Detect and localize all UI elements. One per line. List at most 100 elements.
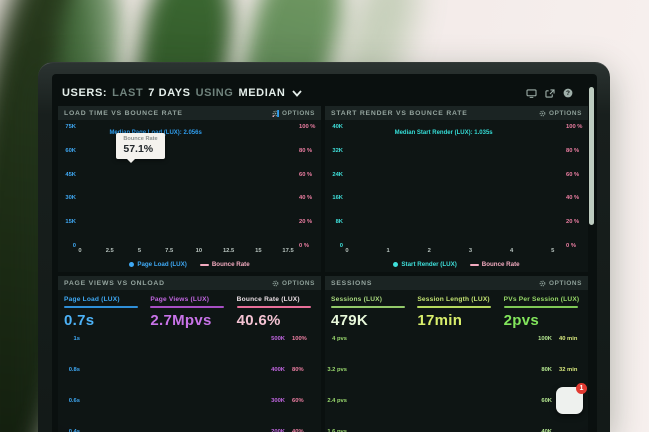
legend-item[interactable]: Bounce Rate: [199, 261, 250, 268]
axis-tick: 45K: [65, 171, 76, 178]
title-segment: USERS:: [62, 87, 108, 99]
legend-item[interactable]: Start Render (LUX): [393, 261, 457, 268]
legend-item[interactable]: Page Load (LUX): [129, 261, 187, 268]
legend-label: Bounce Rate: [211, 261, 250, 268]
chart-plot[interactable]: Median Page Load (LUX): 2.056s Bounce Ra…: [80, 127, 294, 246]
y-axis-right: 100 % 80 % 60 % 40 % 20 % 0 %: [561, 124, 588, 249]
axis-tick: 2.4 pvs: [327, 398, 347, 404]
panel-title: SESSIONS: [331, 279, 373, 287]
stat-underline: [503, 306, 578, 308]
axis-tick: 60 %: [566, 171, 580, 178]
chevron-down-icon: [292, 89, 303, 97]
panel-start-render: START RENDER VS BOUNCE RATE OPTIONS 40K 3…: [325, 106, 588, 272]
stat-underline: [64, 306, 138, 308]
axis-tick-pair: 80K 32 min: [541, 367, 578, 373]
axis-tick: 1: [386, 248, 390, 254]
axis-tick: 0: [345, 248, 349, 254]
axis-tick: 0: [78, 248, 82, 254]
chart-legend: Start Render (LUX) Bounce Rate: [325, 257, 588, 272]
x-axis: 0 1 2 3 4 5: [345, 248, 561, 257]
chart-plot[interactable]: [85, 339, 267, 432]
stat-value: 0.7s: [64, 312, 95, 329]
stats-row: Page Load (LUX) 0.7s Page Views (LUX) 2.7Mp…: [58, 290, 321, 336]
axis-tick-pair: 100K 40 min: [538, 336, 578, 342]
scrollbar[interactable]: [589, 87, 594, 225]
axis-tick-pair: 400K 80%: [271, 367, 304, 373]
axis-tick: 80 %: [566, 147, 580, 154]
axis-tick: 4: [509, 248, 514, 254]
axis-tick: 2: [427, 248, 431, 254]
stat-sessions-lux-: Sessions (LUX) 479K: [331, 296, 411, 336]
axis-tick: 3.2 pvs: [327, 367, 347, 373]
axis-tick: 40 %: [566, 195, 580, 202]
panel-title: LOAD TIME VS BOUNCE RATE: [64, 109, 183, 117]
axis-tick: 8K: [335, 219, 343, 226]
stat-label: Session Length (LUX): [417, 296, 490, 303]
axis-tick-pair: 500K 100%: [271, 336, 307, 342]
chat-widget-button[interactable]: 1: [556, 383, 587, 414]
axis-tick: 5: [551, 248, 555, 254]
axis-tick: 40K: [332, 124, 343, 130]
stat-label: PVs Per Session (LUX): [503, 296, 580, 303]
gear-icon: [272, 109, 280, 117]
axis-tick: 2.5: [105, 248, 114, 254]
axis-tick: 16K: [332, 195, 343, 202]
stat-underline: [236, 306, 311, 308]
gear-icon: [272, 280, 279, 286]
legend-line-swatch: [199, 263, 209, 266]
stat-label: Page Load (LUX): [64, 296, 120, 303]
stat-value: 40.6%: [236, 312, 281, 329]
legend-dot-swatch: [393, 262, 399, 267]
dashboard-screen: USERS: LAST 7 DAYS USING MEDIAN ?: [52, 74, 597, 432]
axis-tick: 0: [72, 243, 76, 249]
help-icon[interactable]: ?: [563, 88, 573, 98]
display-icon[interactable]: [526, 88, 537, 98]
x-axis: 0 2.5 5 7.5 10 12.5 15 17.5: [78, 248, 294, 257]
stat-label: Page Views (LUX): [150, 296, 210, 303]
axis-tick: 3: [468, 248, 473, 254]
stat-value: 479K: [331, 312, 369, 329]
axis-tick: 30K: [65, 195, 76, 202]
legend-item[interactable]: Bounce Rate: [469, 261, 520, 268]
stat-underline: [150, 306, 225, 308]
stat-value: 2pvs: [503, 312, 540, 329]
stat-value: 2.7Mpvs: [150, 312, 212, 329]
title-segment: LAST: [112, 87, 144, 99]
options-button[interactable]: OPTIONS: [539, 110, 582, 117]
axis-tick: 17.5: [282, 248, 294, 254]
laptop: USERS: LAST 7 DAYS USING MEDIAN ?: [38, 62, 610, 432]
axis-tick: 15K: [65, 219, 76, 226]
share-icon[interactable]: [545, 88, 555, 98]
legend-label: Start Render (LUX): [401, 261, 457, 268]
svg-text:?: ?: [566, 90, 570, 97]
axis-tick-pair: 40K: [541, 429, 552, 432]
panel-page-views: PAGE VIEWS VS ONLOAD OPTIONS Page Load (…: [58, 276, 321, 432]
stat-bounce-rate-lux-: Bounce Rate (LUX) 40.6%: [236, 296, 317, 336]
title-segment: 7 DAYS: [148, 87, 191, 99]
title-segment: USING: [195, 87, 234, 99]
options-button[interactable]: OPTIONS: [272, 109, 315, 117]
legend-label: Page Load (LUX): [137, 261, 187, 268]
legend-label: Bounce Rate: [481, 261, 520, 268]
y-axis-left: 75K 60K 45K 30K 15K 0: [58, 124, 80, 249]
chart-plot[interactable]: Median Start Render (LUX): 1.035s: [347, 127, 561, 246]
options-button[interactable]: OPTIONS: [272, 280, 315, 287]
axis-tick: 12.5: [222, 248, 235, 254]
axis-tick: 0: [339, 243, 343, 249]
stat-page-views-lux-: Page Views (LUX) 2.7Mpvs: [150, 296, 230, 336]
stat-pvs-per-session-lux-: PVs Per Session (LUX) 2pvs: [503, 296, 584, 336]
chart-tooltip: Bounce Rate 57.1%: [116, 132, 165, 163]
options-button[interactable]: OPTIONS: [539, 280, 582, 287]
stat-label: Sessions (LUX): [331, 296, 383, 303]
axis-tick: 15: [255, 248, 262, 254]
axis-tick: 100 %: [299, 124, 316, 130]
y-axis-left: 1s 0.8s 0.6s 0.4s: [58, 336, 85, 432]
axis-tick: 7.5: [165, 248, 174, 254]
stat-page-load-lux-: Page Load (LUX) 0.7s: [64, 296, 144, 336]
chart-plot[interactable]: [352, 339, 534, 432]
axis-tick: 10: [195, 248, 203, 254]
y-axis-right: 100 % 80 % 60 % 40 % 20 % 0 %: [294, 124, 321, 249]
page-title[interactable]: USERS: LAST 7 DAYS USING MEDIAN: [62, 87, 303, 99]
y-axis-right: 500K 100% 400K 80% 300K 60% 200K 40%: [267, 336, 321, 432]
axis-tick: 0.8s: [68, 367, 80, 373]
